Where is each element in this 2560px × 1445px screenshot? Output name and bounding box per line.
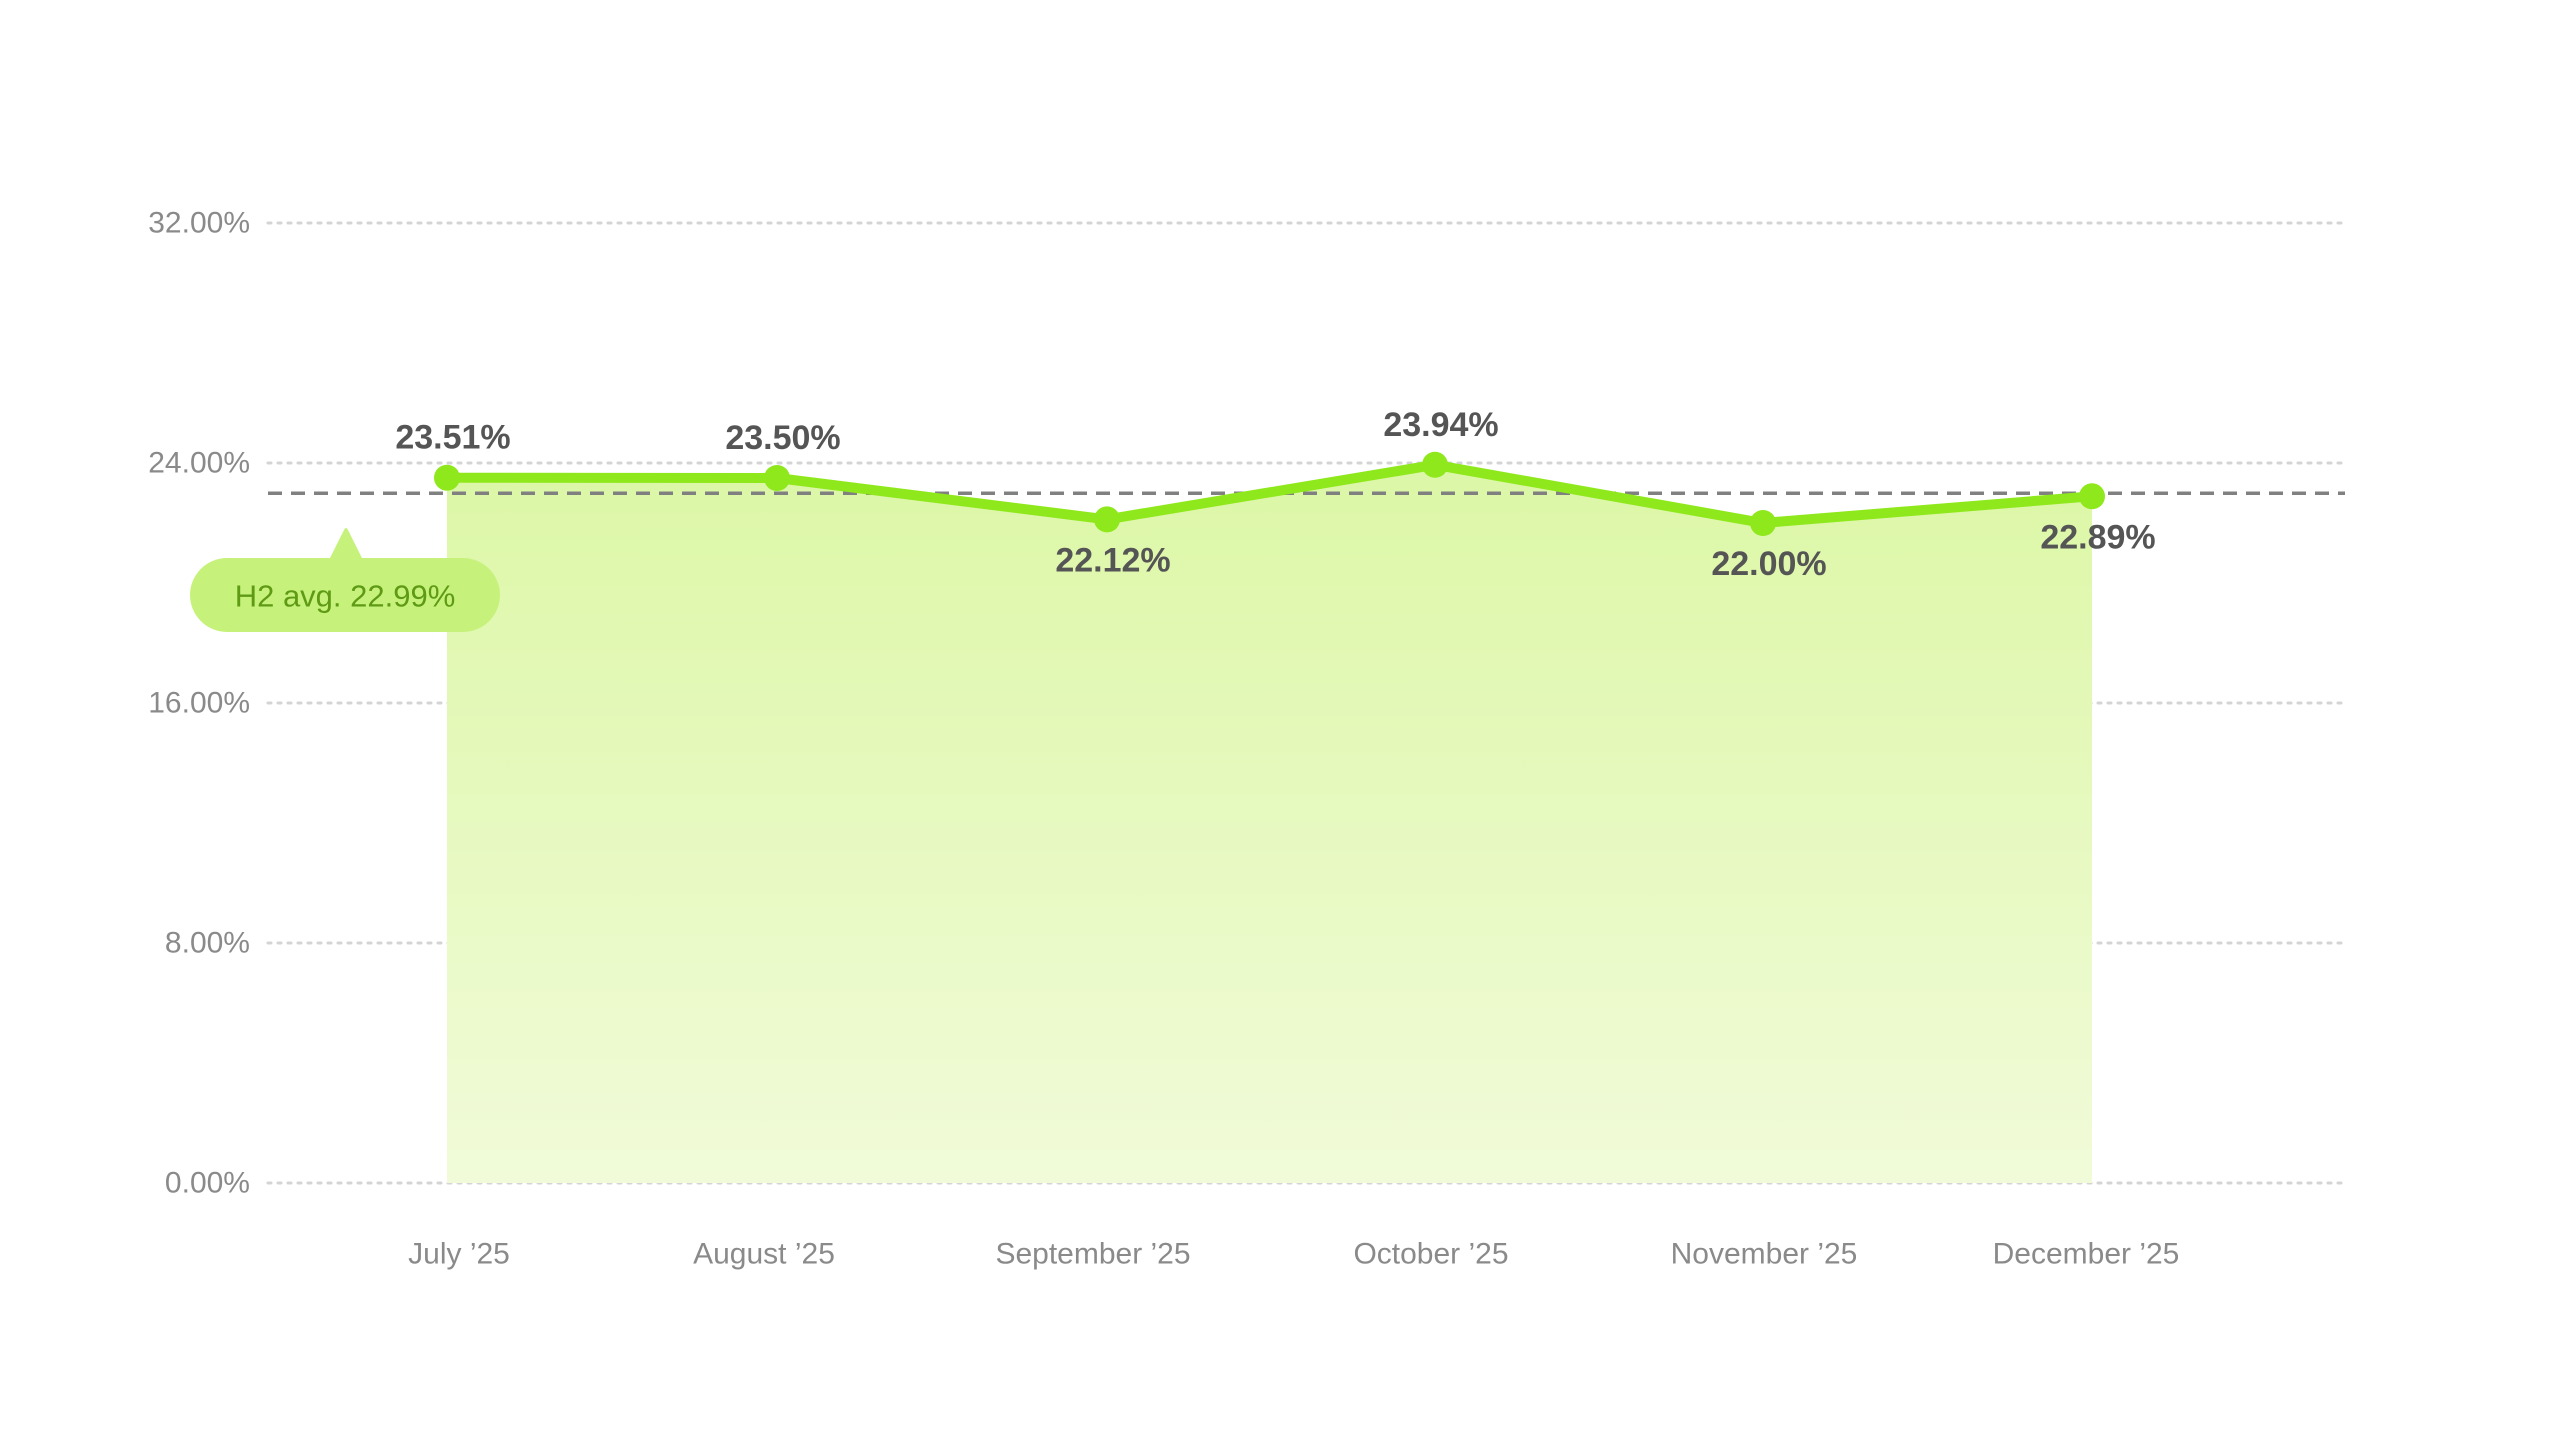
x-axis-ticks: July ’25 August ’25 September ’25 October ’… xyxy=(408,1238,2179,1271)
avg-badge-pointer xyxy=(328,528,364,562)
series-line xyxy=(442,459,2097,528)
y-tick-label: 0.00% xyxy=(165,1167,250,1200)
data-label: 23.51% xyxy=(395,419,510,457)
x-tick-label: November ’25 xyxy=(1671,1238,1858,1271)
y-axis-ticks: 0.00% 8.00% 16.00% 24.00% 32.00% xyxy=(148,207,250,1200)
area-fill-group xyxy=(447,464,2092,1183)
data-point xyxy=(1094,506,1120,533)
x-tick-label: December ’25 xyxy=(1993,1238,2180,1271)
y-tick-label: 8.00% xyxy=(165,927,250,960)
data-point xyxy=(764,465,790,491)
avg-badge: H2 avg. 22.99% xyxy=(190,528,500,632)
data-point xyxy=(1422,451,1448,478)
y-tick-label: 24.00% xyxy=(148,447,250,480)
data-point xyxy=(1750,510,1776,536)
y-tick-label: 16.00% xyxy=(148,687,250,720)
series-line-group xyxy=(442,459,2097,528)
data-point xyxy=(2079,483,2105,510)
data-points xyxy=(434,451,2105,536)
x-tick-label: July ’25 xyxy=(408,1238,510,1271)
data-label: 22.89% xyxy=(2040,518,2155,556)
y-tick-label: 32.00% xyxy=(148,207,250,240)
data-label: 23.94% xyxy=(1383,406,1498,444)
x-tick-label: October ’25 xyxy=(1353,1238,1508,1271)
area-fill xyxy=(447,464,2092,1183)
x-tick-label: August ’25 xyxy=(693,1238,835,1271)
data-labels: 23.51% 23.50% 22.12% 23.94% 22.00% 22.89% xyxy=(395,406,2155,583)
data-label: 22.00% xyxy=(1711,545,1826,583)
data-point xyxy=(434,464,460,491)
x-tick-label: September ’25 xyxy=(995,1238,1190,1271)
avg-badge-label: H2 avg. 22.99% xyxy=(235,579,456,614)
avg-badge-pill xyxy=(190,558,500,632)
data-label: 22.12% xyxy=(1055,541,1170,579)
data-label: 23.50% xyxy=(725,419,840,457)
